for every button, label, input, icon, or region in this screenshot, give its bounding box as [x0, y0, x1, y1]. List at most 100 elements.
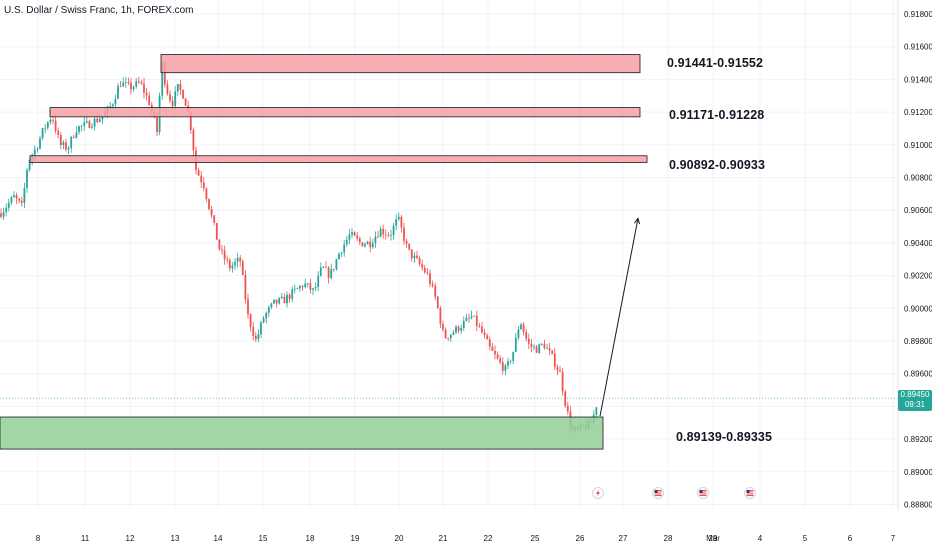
candle-body [306, 283, 309, 285]
candle-body [332, 268, 335, 270]
candle-body [364, 244, 366, 247]
candle-body [436, 296, 439, 308]
candle-body [72, 136, 75, 138]
candle-body [215, 222, 218, 240]
candle-body [2, 211, 5, 217]
candle-body [36, 148, 39, 150]
candle-body [283, 296, 286, 304]
candle-body [501, 362, 504, 371]
zone-label-4: 0.89139-0.89335 [676, 430, 773, 444]
flag-stripes [699, 490, 707, 496]
candle-body [475, 315, 478, 327]
candle-body [75, 132, 78, 138]
candle-body [325, 266, 327, 268]
candle-body [88, 121, 91, 128]
x-tick-label: 7 [891, 534, 896, 543]
flag-stripe [699, 493, 707, 495]
candle-body [377, 236, 379, 238]
candle-body [522, 324, 525, 332]
candle-body [358, 238, 361, 243]
candle-body [327, 267, 330, 278]
candle-body [481, 326, 483, 333]
candle-body [525, 331, 528, 339]
candle-body [356, 235, 359, 239]
candle-body [93, 118, 96, 127]
x-tick-label: 11 [81, 534, 90, 543]
candle-body [460, 328, 463, 331]
current-price-tag: 0.89450 09:31 [898, 390, 932, 412]
candle-body [483, 332, 486, 336]
candle-body [166, 84, 169, 95]
x-tick-label: 5 [803, 534, 808, 543]
candle-body [288, 294, 291, 299]
price-axis[interactable]: 0.91800 0.91600 0.91400 0.91200 0.91000 0.908… [904, 10, 932, 510]
candle-body [444, 329, 447, 339]
candle-body [551, 350, 554, 354]
candle-body [41, 128, 44, 139]
candle-body [293, 288, 296, 290]
candle-body [556, 367, 559, 371]
candle-body [371, 243, 374, 248]
flag-stripe [746, 491, 754, 493]
candle-body [561, 371, 564, 392]
candle-body [119, 86, 122, 87]
candle-body [70, 136, 73, 149]
candle-body [439, 307, 442, 325]
candle-body [317, 275, 320, 288]
candle-body [91, 126, 93, 128]
candle-body [208, 198, 210, 210]
candle-body [96, 118, 99, 122]
candle-body [319, 267, 322, 276]
candle-body [340, 252, 343, 254]
x-tick-label: 28 [664, 534, 673, 543]
candle-body [59, 134, 62, 145]
candle-body [174, 91, 177, 107]
candle-body [361, 242, 364, 247]
x-tick-label: 29 [709, 534, 718, 543]
candle-body [197, 170, 200, 176]
candle-body [517, 329, 520, 338]
candle-body [26, 169, 28, 188]
candle-body [304, 283, 307, 288]
candle-body [553, 353, 556, 368]
candle-body [122, 82, 125, 87]
y-tick-label: 0.90600 [904, 206, 932, 215]
flag-stripes [654, 490, 662, 496]
candle-body [309, 283, 312, 290]
candle-body [140, 82, 143, 84]
candle-body [301, 286, 304, 288]
candle-body [171, 100, 174, 107]
x-tick-label: 18 [306, 534, 315, 543]
candle-body [236, 257, 239, 262]
candle-body [559, 370, 561, 372]
candle-body [252, 327, 255, 336]
candle-body [223, 250, 226, 260]
candle-body [39, 138, 41, 149]
candle-body [23, 187, 26, 203]
flag-stripe [699, 491, 707, 493]
candle-body [369, 241, 372, 248]
y-tick-label: 0.88800 [904, 501, 932, 510]
candle-body [478, 326, 481, 327]
candle-body [65, 142, 67, 150]
x-tick-label: 20 [395, 534, 404, 543]
flash-glyph [596, 489, 600, 497]
candle-body [18, 198, 21, 201]
candle-body [13, 195, 15, 198]
y-tick-label: 0.89200 [904, 435, 932, 444]
x-tick-label: 22 [484, 534, 493, 543]
candle-body [52, 119, 54, 121]
candle-body [374, 236, 377, 244]
candle-body [109, 105, 112, 107]
candle-body [512, 351, 515, 361]
arrowhead-icon [634, 217, 641, 225]
candle-body [457, 326, 460, 331]
flag-stripes [746, 490, 754, 496]
candle-body [135, 81, 138, 87]
zones [0, 54, 648, 450]
candle-body [546, 348, 548, 349]
event-markers [592, 487, 756, 499]
candle-body [280, 296, 283, 299]
